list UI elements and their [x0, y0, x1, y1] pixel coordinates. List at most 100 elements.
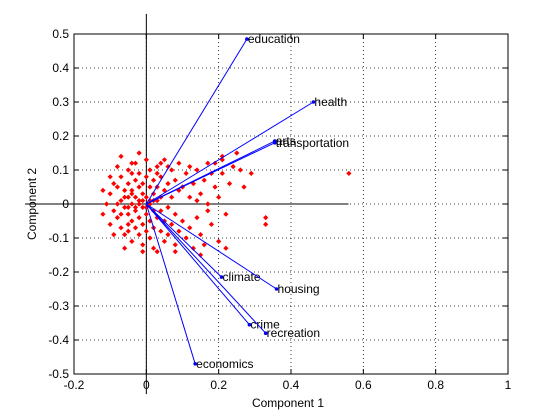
observation-point [197, 191, 204, 197]
observation-point [158, 160, 164, 166]
observation-point [140, 242, 146, 248]
observation-point [194, 167, 200, 173]
vector-label-recreation: recreation [267, 326, 320, 340]
y-tick-label: -0.2 [48, 265, 69, 279]
observation-point [125, 181, 131, 187]
observation-point [114, 164, 120, 170]
observation-point [187, 194, 193, 200]
observation-point [161, 238, 168, 244]
observation-point [143, 157, 149, 163]
x-axis-label: Component 1 [252, 396, 324, 410]
observation-point [197, 252, 204, 258]
observation-point [169, 194, 175, 200]
observation-point [172, 249, 178, 255]
observation-point [165, 204, 171, 210]
observation-point [132, 225, 139, 231]
observation-point [154, 170, 160, 176]
observation-point [263, 215, 269, 221]
observation-point [143, 228, 149, 234]
vector-endpoint-education [245, 37, 249, 41]
observation-point [107, 221, 113, 227]
observation-point [346, 170, 352, 176]
observation-point [161, 157, 168, 163]
observation-point [179, 218, 186, 224]
observation-point [216, 194, 222, 200]
vector-line-economics [145, 203, 196, 364]
observation-point [165, 181, 171, 187]
observation-point [125, 221, 131, 227]
observation-point [125, 211, 131, 217]
observation-point [118, 174, 124, 180]
observation-point [147, 235, 153, 241]
observation-point [136, 150, 142, 156]
x-tick-label: 1 [505, 378, 512, 392]
observation-point [140, 221, 146, 227]
y-axis-label: Component 2 [25, 168, 39, 240]
y-tick-label: 0.5 [52, 27, 69, 41]
vector-endpoint-transportation [272, 141, 277, 145]
observation-point [143, 211, 149, 217]
observation-point [122, 194, 128, 200]
observation-point [118, 153, 124, 159]
observation-point [125, 228, 131, 234]
observation-point [132, 194, 139, 200]
observation-point [176, 160, 182, 166]
vector-label-education: education [248, 32, 300, 46]
x-tick-label: 0.8 [427, 378, 444, 392]
vector-endpoint-housing [274, 287, 279, 291]
observation-point [165, 232, 171, 238]
observation-point [219, 153, 225, 159]
observation-point [143, 174, 149, 180]
observation-point [140, 198, 146, 204]
observation-point [201, 242, 207, 248]
vector-label-crime: crime [250, 318, 280, 332]
observation-point [100, 187, 106, 193]
observation-point [194, 215, 200, 221]
x-tick-label: -0.2 [64, 378, 85, 392]
observation-point [172, 211, 178, 217]
observation-point [158, 228, 164, 234]
vector-endpoint-climate [219, 275, 224, 279]
y-tick-label: -0.4 [48, 333, 69, 347]
observation-point [169, 221, 175, 227]
observation-point [147, 184, 153, 190]
observation-point [122, 204, 128, 210]
observation-point [150, 245, 157, 251]
observation-point [100, 211, 106, 217]
observation-point [118, 211, 124, 217]
y-tick-label: -0.5 [48, 367, 69, 381]
x-tick-label: 0.4 [283, 378, 300, 392]
y-tick-label: 0.4 [52, 61, 69, 75]
observation-point [154, 164, 160, 170]
observation-point [111, 181, 117, 187]
observation-point [125, 194, 131, 200]
observation-point [176, 228, 182, 234]
observation-point [136, 201, 142, 207]
vector-label-transportation: transportation [276, 136, 349, 150]
observation-point [169, 167, 175, 173]
y-tick-label: 0.1 [52, 163, 69, 177]
observation-point [212, 160, 218, 166]
vector-endpoint-crime [247, 322, 252, 327]
observation-point [129, 218, 135, 224]
observation-point [122, 187, 128, 193]
observation-point [248, 170, 254, 176]
observation-point [201, 177, 207, 183]
vector-line-transportation [146, 142, 275, 205]
observation-point [122, 232, 128, 238]
x-axis-ticks: -0.2 0 0.2 0.4 0.6 0.8 1 [64, 34, 512, 392]
observation-point [183, 170, 189, 176]
observation-points [100, 150, 352, 258]
vector-line-housing [146, 203, 277, 290]
observation-point [140, 204, 146, 210]
observation-point [194, 198, 200, 204]
observation-point [212, 184, 218, 190]
observation-point [223, 211, 229, 217]
observation-point [114, 201, 120, 207]
observation-point [136, 184, 142, 190]
observation-point [136, 232, 142, 238]
vector-label-economics: economics [196, 357, 253, 371]
observation-point [216, 238, 222, 244]
observation-point [136, 198, 142, 204]
